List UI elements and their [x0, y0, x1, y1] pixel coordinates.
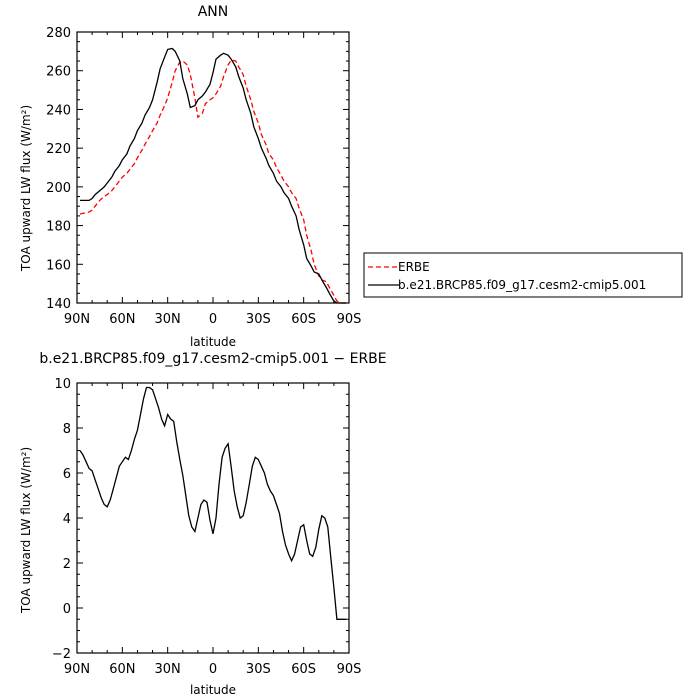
top-series-line-0: [79, 59, 346, 304]
bottom-xlabel: latitude: [190, 683, 236, 697]
top-ytick-label: 180: [46, 220, 71, 235]
bottom-ytick-label: 6: [63, 467, 71, 482]
top-series-line-1: [80, 47, 346, 304]
bottom-xtick-label: 60N: [109, 662, 135, 677]
bottom-xtick-label: 0: [209, 662, 217, 677]
top-title: ANN: [198, 4, 229, 20]
top-xtick-label: 60N: [109, 312, 135, 327]
bottom-xtick-label: 30S: [246, 662, 271, 677]
bottom-ytick-label: 2: [63, 557, 71, 572]
bottom-ytick-label: 10: [54, 377, 71, 392]
top-xtick-label: 60S: [291, 312, 316, 327]
bottom-ylabel: TOA upward LW flux (W/m²): [19, 447, 33, 614]
top-ytick-label: 200: [46, 181, 71, 196]
bottom-panel: b.e21.BRCP85.f09_g17.cesm2-cmip5.001 − E…: [19, 351, 387, 697]
legend-frame: [363, 252, 683, 298]
bottom-ytick-label: 0: [63, 602, 71, 617]
top-ylabel: TOA upward LW flux (W/m²): [19, 105, 33, 272]
top-ytick-label: 220: [46, 142, 71, 157]
top-ytick-label: 160: [46, 258, 71, 273]
legend-label-erbe: ERBE: [398, 260, 430, 274]
bottom-ytick-label: 8: [63, 422, 71, 437]
bottom-ytick-label: −2: [52, 647, 71, 662]
bottom-xtick-label: 30N: [155, 662, 181, 677]
legend-label-model: b.e21.BRCP85.f09_g17.cesm2-cmip5.001: [398, 278, 646, 292]
top-xtick-label: 30N: [155, 312, 181, 327]
bottom-title: b.e21.BRCP85.f09_g17.cesm2-cmip5.001 − E…: [39, 351, 386, 367]
top-xlabel: latitude: [190, 335, 236, 349]
top-xtick-label: 0: [209, 312, 217, 327]
bottom-ytick-label: 4: [63, 512, 71, 527]
top-xtick-label: 90N: [64, 312, 90, 327]
bottom-plot-frame: [76, 382, 350, 654]
top-ytick-label: 140: [46, 297, 71, 312]
top-ytick-label: 260: [46, 65, 71, 80]
bottom-xtick-label: 90S: [337, 662, 362, 677]
bottom-xtick-label: 90N: [64, 662, 90, 677]
top-panel: ANN 140 160 180 200 220 240 260 280 90N 60N 30N 0 30…: [19, 4, 361, 349]
top-ytick-label: 280: [46, 26, 71, 41]
top-xtick-label: 30S: [246, 312, 271, 327]
bottom-series-line-0: [79, 386, 346, 620]
bottom-xtick-label: 60S: [291, 662, 316, 677]
top-ytick-label: 240: [46, 103, 71, 118]
top-xtick-label: 90S: [337, 312, 362, 327]
legend: ERBE b.e21.BRCP85.f09_g17.cesm2-cmip5.00…: [363, 252, 683, 298]
